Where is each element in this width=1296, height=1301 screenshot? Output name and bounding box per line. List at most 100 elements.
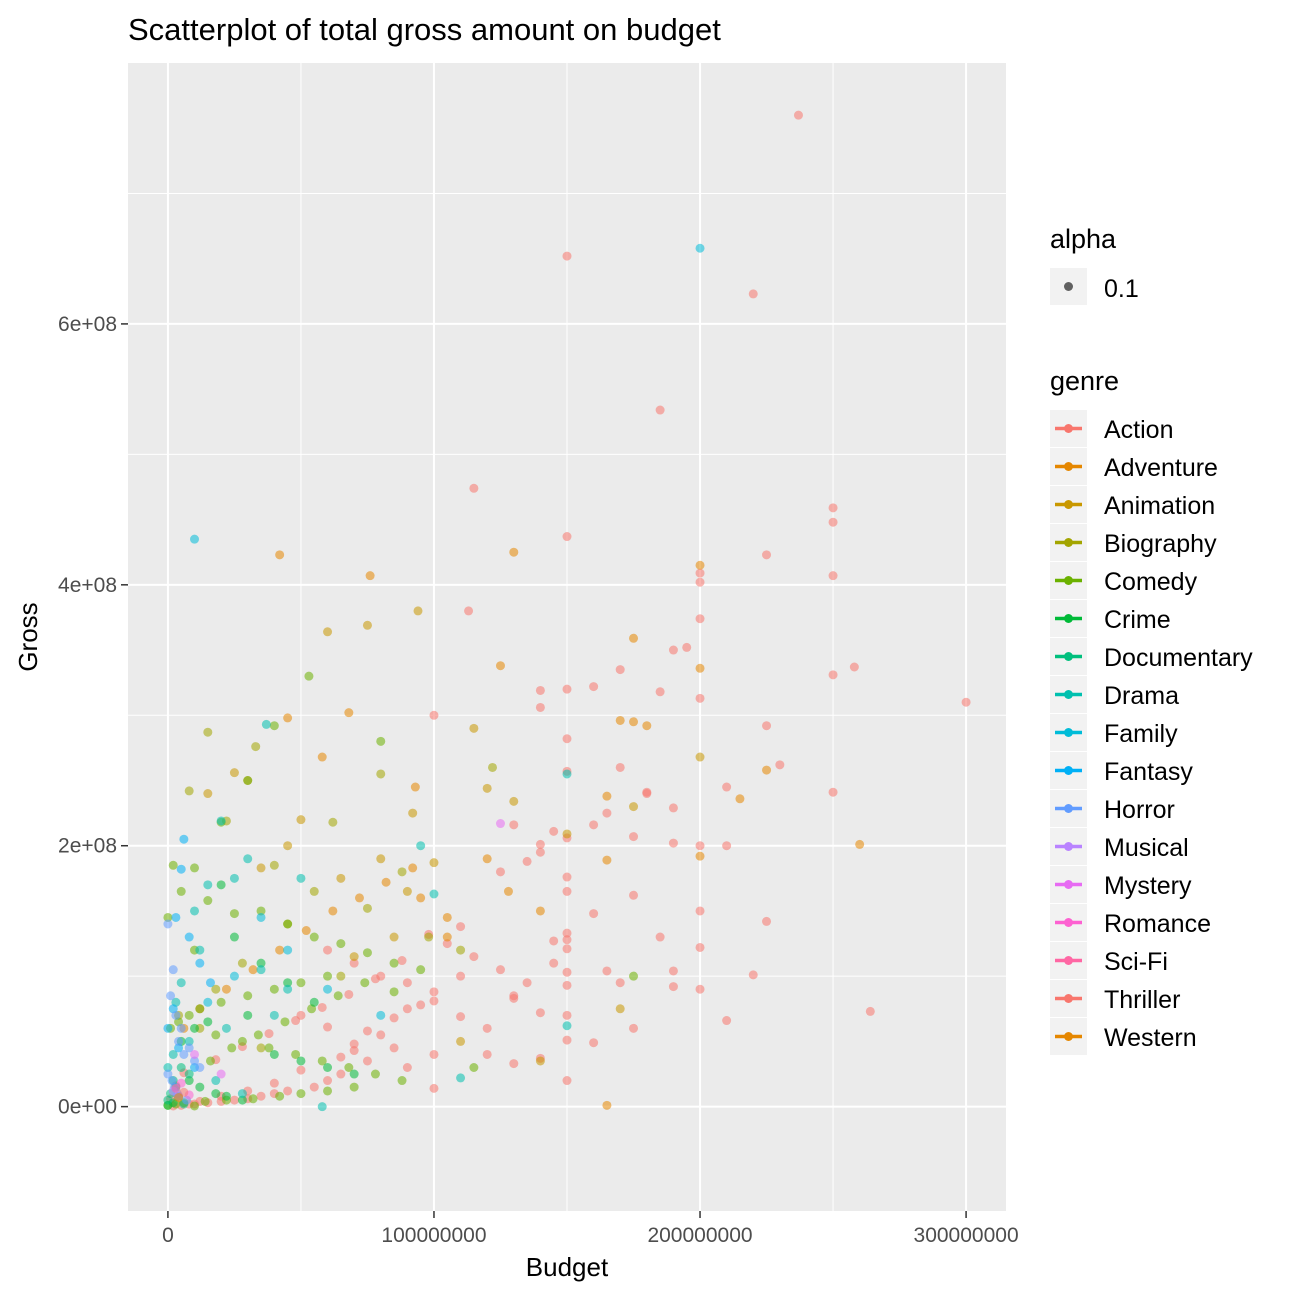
data-point-comedy [336, 939, 346, 949]
data-point-comedy [163, 912, 173, 922]
data-point-crime [195, 1082, 205, 1092]
data-point-action [722, 841, 732, 851]
series-western [174, 1093, 184, 1103]
data-point-comedy [243, 991, 253, 1001]
data-point-adventure [629, 717, 639, 727]
data-point-action [562, 928, 572, 938]
data-point-animation [229, 768, 239, 778]
data-point-family [283, 945, 293, 955]
data-point-action [344, 989, 354, 999]
data-point-family [695, 243, 705, 253]
data-point-animation [349, 952, 359, 962]
data-point-action [849, 662, 859, 672]
data-point-action [323, 1022, 333, 1032]
plot-panel [128, 63, 1006, 1211]
data-point-action [762, 550, 772, 560]
data-point-comedy [256, 906, 266, 916]
data-point-biography [456, 945, 466, 955]
data-point-adventure [381, 877, 391, 887]
data-point-animation [615, 1004, 625, 1014]
data-point-drama [562, 769, 572, 779]
data-point-adventure [629, 633, 639, 643]
data-point-action [865, 1006, 875, 1016]
data-point-mystery [216, 1069, 226, 1079]
data-point-action [442, 939, 452, 949]
data-point-action [695, 614, 705, 624]
data-point-action [695, 906, 705, 916]
legend-key-point [1064, 424, 1073, 433]
data-point-drama [216, 816, 226, 826]
series-animation [203, 606, 705, 1066]
data-point-crime [283, 978, 293, 988]
legend-label-drama: Drama [1104, 682, 1179, 710]
data-point-action [562, 1076, 572, 1086]
data-point-comedy [309, 932, 319, 942]
legend-key-point [1064, 880, 1073, 889]
data-point-action [402, 978, 412, 988]
data-point-drama [416, 841, 426, 851]
data-point-action [349, 1046, 359, 1056]
data-point-animation [482, 783, 492, 793]
data-point-animation [562, 829, 572, 839]
y-axis: 0e+00 2e+08 4e+08 6e+08 [58, 313, 128, 1119]
data-point-action [562, 684, 572, 694]
data-point-action [615, 762, 625, 772]
data-point-biography [203, 727, 213, 737]
data-point-action [602, 966, 612, 976]
data-point-drama [211, 1076, 221, 1086]
legend-key-point [1064, 918, 1073, 927]
data-point-crime [323, 1063, 333, 1072]
data-point-family [203, 997, 213, 1007]
data-point-action [668, 982, 678, 992]
data-point-comedy [195, 1004, 205, 1014]
legend-item-musical: Musical [1050, 828, 1189, 865]
data-point-action [349, 958, 359, 968]
data-point-biography [328, 817, 338, 827]
data-point-adventure [248, 965, 258, 975]
data-point-horror [168, 965, 178, 975]
data-point-drama [184, 1036, 194, 1046]
data-point-action [828, 571, 838, 581]
data-point-action [562, 1035, 572, 1045]
data-point-action [695, 984, 705, 994]
legend-key-point [1064, 842, 1073, 851]
data-point-crime [203, 1017, 213, 1027]
data-point-horror [195, 1063, 205, 1072]
legend-item-family: Family [1050, 714, 1178, 751]
data-point-drama [317, 1102, 327, 1112]
data-point-action [762, 916, 772, 926]
legend-key-point [1064, 1032, 1073, 1041]
data-point-action [389, 1013, 399, 1023]
data-point-action [695, 577, 705, 587]
legend-key-point [1064, 500, 1073, 509]
data-point-action [429, 710, 439, 720]
data-point-drama [283, 984, 293, 994]
data-point-animation [509, 796, 519, 806]
data-point-animation [629, 802, 639, 812]
data-point-drama [256, 965, 266, 975]
data-points [163, 110, 971, 1112]
legend-item-adventure: Adventure [1050, 448, 1218, 485]
data-point-comedy [397, 1076, 407, 1086]
data-point-action [323, 945, 333, 955]
data-point-documentary [176, 1063, 186, 1072]
data-point-action [762, 721, 772, 731]
data-point-biography [397, 867, 407, 877]
data-point-action [509, 1059, 519, 1069]
data-point-comedy [304, 671, 314, 681]
data-point-adventure [442, 932, 452, 942]
data-point-action [562, 1010, 572, 1020]
legend-item-romance: Romance [1050, 904, 1211, 941]
data-point-comedy [190, 1101, 200, 1111]
data-point-crime [221, 1091, 231, 1101]
legend-key-point [1064, 804, 1073, 813]
data-point-action [456, 1012, 466, 1022]
data-point-crime [296, 1056, 306, 1066]
data-point-adventure [283, 713, 293, 723]
data-point-action [376, 1030, 386, 1040]
data-point-action [469, 483, 479, 493]
data-point-action [722, 1016, 732, 1026]
data-point-action [668, 838, 678, 848]
data-point-biography [362, 903, 372, 913]
data-point-comedy [349, 1082, 359, 1092]
